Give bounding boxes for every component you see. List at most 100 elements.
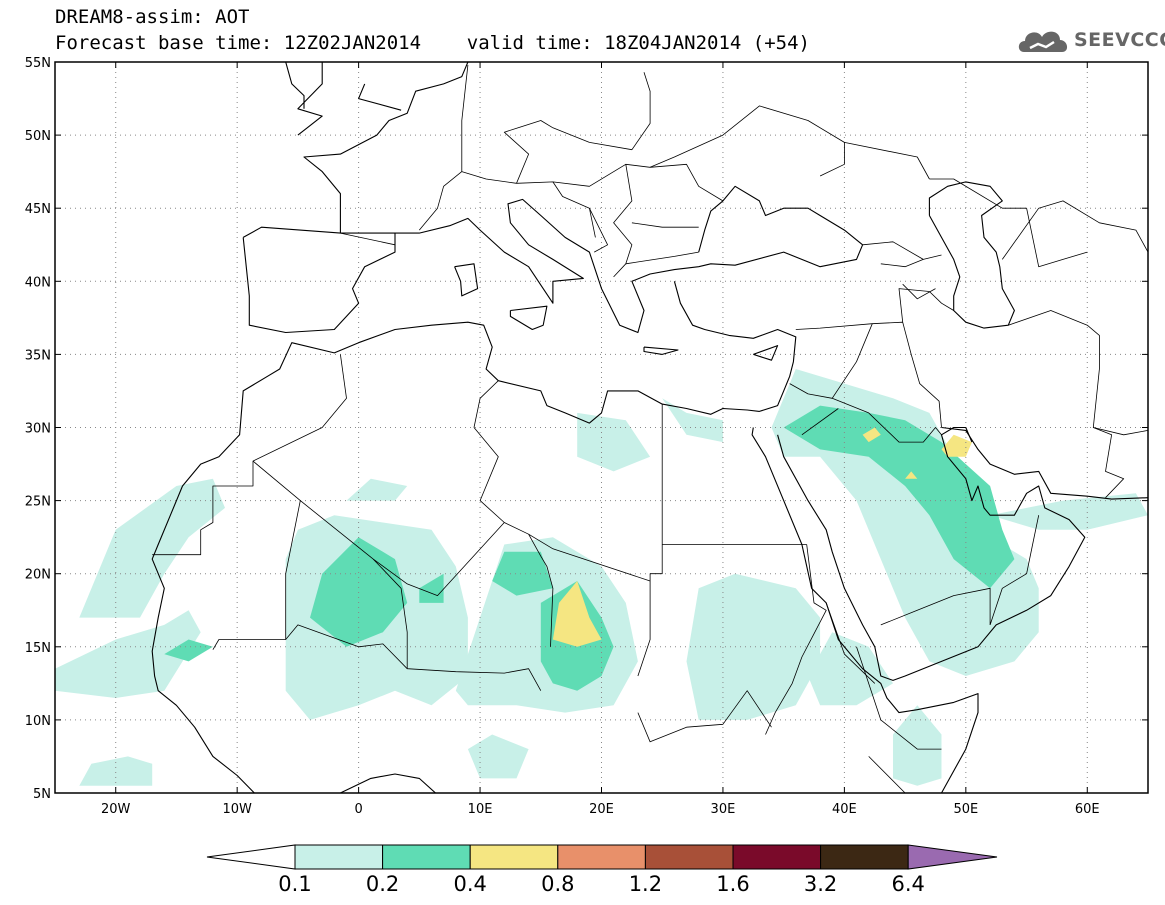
y-tick-label: 40N <box>25 275 51 290</box>
country-border <box>831 321 942 428</box>
aot-field-level-3 <box>552 581 602 647</box>
country-border <box>637 690 772 743</box>
y-tick-label: 5N <box>33 787 51 802</box>
country-border <box>589 208 608 253</box>
aot-field-level-1 <box>467 734 529 779</box>
y-tick-label: 50N <box>25 129 51 144</box>
colorbar-upper-triangle <box>907 844 998 870</box>
aot-field-level-1 <box>686 573 821 720</box>
aot-field-level-2 <box>783 405 1015 589</box>
x-tick-label: 60E <box>1075 802 1100 817</box>
colorbar-box <box>382 844 471 870</box>
country-border <box>461 64 469 172</box>
aot-field-level-1 <box>990 493 1148 530</box>
aot-field-level-2 <box>164 639 213 662</box>
forecast-times: Forecast base time: 12Z02JAN2014 valid t… <box>55 32 810 54</box>
aot-field-level-1 <box>893 705 942 786</box>
aot-field-level-1 <box>577 412 651 472</box>
y-tick-label: 15N <box>25 641 51 656</box>
colorbar-label: 6.4 <box>891 872 924 896</box>
colorbar-label: 1.2 <box>629 872 662 896</box>
aot-field-level-1 <box>79 478 225 618</box>
aot-field-level-3 <box>941 434 972 457</box>
country-border <box>473 427 505 523</box>
country-border <box>340 232 396 246</box>
x-tick-label: 40E <box>832 802 857 817</box>
country-border <box>418 163 724 231</box>
logo-text: SEEVCCC <box>1074 29 1165 51</box>
country-border <box>152 460 301 650</box>
country-border <box>868 756 908 793</box>
colorbar-label: 0.2 <box>366 872 399 896</box>
y-tick-label: 10N <box>25 714 51 729</box>
colorbar-box <box>294 844 384 870</box>
country-border <box>789 383 942 443</box>
coastline <box>777 426 1086 681</box>
aot-field-level-1 <box>79 756 153 786</box>
country-border <box>989 515 1040 626</box>
y-tick-label: 45N <box>25 202 51 217</box>
aot-field-level-2 <box>492 551 553 596</box>
colorbar-box <box>557 844 646 870</box>
country-border <box>1008 310 1125 498</box>
coastlines <box>151 62 1148 793</box>
country-borders <box>152 64 1148 793</box>
colorbar: 0.1 0.2 0.4 0.8 1.2 1.6 3.2 6.4 <box>206 844 998 896</box>
aot-field-level-1 <box>808 632 893 706</box>
country-border <box>795 323 873 330</box>
colorbar-label: 0.8 <box>541 872 574 896</box>
y-tick-label: 20N <box>25 568 51 583</box>
country-border <box>1001 200 1148 260</box>
colorbar-label: 0.4 <box>453 872 486 896</box>
country-border <box>252 354 347 462</box>
country-border <box>372 558 408 669</box>
country-border <box>880 259 924 268</box>
country-border <box>613 164 633 278</box>
colorbar-box <box>644 844 734 870</box>
x-tick-label: 30E <box>711 802 736 817</box>
coastline <box>395 185 864 334</box>
coastline <box>285 62 323 136</box>
colorbar-box <box>732 844 822 870</box>
coastline <box>454 263 479 297</box>
colorbar-lower-triangle <box>206 844 296 870</box>
chart-title: DREAM8-assim: AOT <box>55 6 250 28</box>
country-border <box>649 105 845 177</box>
country-border <box>473 380 499 428</box>
country-border <box>825 602 876 684</box>
aot-field-level-1 <box>55 610 201 698</box>
colorbar-label: 0.1 <box>278 872 311 896</box>
country-border <box>1093 427 1148 436</box>
country-border <box>862 241 942 260</box>
coastline <box>928 181 1015 329</box>
country-border <box>844 142 930 180</box>
country-border <box>1026 208 1088 268</box>
country-border <box>528 533 651 582</box>
country-border <box>856 646 942 750</box>
colorbar-box <box>469 844 559 870</box>
coastline <box>358 83 402 111</box>
seevccc-logo: SEEVCCC <box>1016 24 1165 56</box>
country-border <box>898 288 954 323</box>
cloud-icon <box>1018 31 1068 52</box>
country-border <box>503 72 651 184</box>
country-border <box>765 544 827 735</box>
coastline <box>151 281 797 793</box>
country-border <box>801 408 839 436</box>
colorbar-box <box>820 844 909 870</box>
x-tick-label: 20W <box>101 802 131 817</box>
coastline <box>509 305 548 331</box>
aot-field-level-3 <box>905 471 918 479</box>
country-border <box>880 587 991 626</box>
aot-field-level-1 <box>346 478 408 501</box>
y-tick-label: 55N <box>25 56 51 71</box>
coastline <box>242 226 396 334</box>
colorbar-label: 3.2 <box>804 872 837 896</box>
aot-field-level-3 <box>862 427 881 443</box>
country-border <box>902 283 936 300</box>
coastline <box>303 62 469 234</box>
coastline <box>753 345 779 361</box>
x-tick-label: 20E <box>589 802 614 817</box>
country-border <box>300 500 554 647</box>
